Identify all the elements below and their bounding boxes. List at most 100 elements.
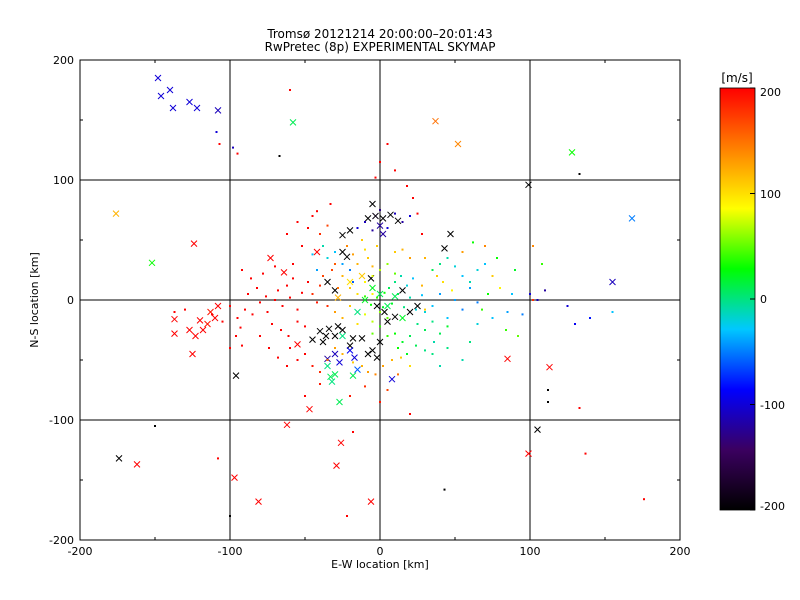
data-point-dot [589,317,591,319]
data-point-dot [259,335,261,337]
data-point-x-marker [364,215,372,222]
data-point-dot [244,308,246,311]
data-point-x-marker [399,314,406,322]
data-point-dot [394,272,396,275]
data-point-dot [371,320,374,323]
data-point-dot [326,224,329,227]
data-point-dot [409,365,411,367]
data-point-dot [311,253,314,256]
data-points [112,74,645,517]
data-point-dot [397,373,399,376]
data-point-x-marker [154,74,162,82]
data-point-x-marker [534,426,541,433]
x-tick-label: 100 [520,545,541,558]
data-point-x-marker [372,212,379,220]
data-point-dot [277,356,279,359]
data-point-x-marker [346,227,354,234]
data-point-dot [341,263,344,265]
data-point-dot [476,269,479,271]
data-point-dot [319,371,321,373]
data-point-dot [371,229,374,232]
data-point-dot [278,155,281,157]
data-point-dot [416,323,419,325]
data-point-dot [578,407,581,409]
data-point-dot [356,293,359,295]
data-point-x-marker [432,117,439,125]
data-point-x-marker [283,421,291,429]
data-point-dot [386,263,389,265]
data-point-dot [322,245,324,247]
data-point-dot [217,457,219,460]
data-point-x-marker [379,230,387,238]
data-point-dot [289,89,291,91]
data-point-x-marker [336,398,343,406]
data-point-dot [439,293,441,295]
data-point-x-marker [186,98,193,106]
data-point-dot [229,347,231,349]
data-point-x-marker [454,140,462,148]
data-point-dot [374,176,377,179]
data-point-dot [529,293,531,295]
data-point-dot [446,257,449,259]
data-point-dot [229,305,231,307]
data-point-dot [352,253,354,256]
data-point-dot [386,227,389,229]
data-point-x-marker [199,326,207,334]
data-point-dot [409,413,411,415]
data-point-dot [439,263,441,265]
data-point-dot [346,245,348,247]
data-point-dot [401,341,404,343]
data-point-x-marker [325,325,333,333]
data-point-x-marker [316,327,324,335]
data-point-x-marker [193,104,201,112]
data-point-x-marker [364,350,372,358]
data-point-dot [547,389,549,391]
data-point-dot [280,329,282,331]
data-point-x-marker [313,248,321,256]
data-point-dot [541,263,543,265]
data-point-dot [536,299,539,301]
data-point-dot [611,311,614,313]
data-point-x-marker [388,375,396,383]
data-point-x-marker [115,455,123,462]
data-point-dot [274,299,276,301]
data-point-dot [221,320,224,323]
data-point-dot [251,313,254,316]
data-point-dot [296,308,299,311]
data-point-dot [532,299,534,301]
data-point-dot [311,365,314,367]
data-point-dot [517,335,519,337]
data-point-dot [379,311,381,313]
data-point-dot [461,308,464,311]
data-point-x-marker [192,332,199,340]
data-point-x-marker [267,254,274,262]
data-point-x-marker [399,287,406,294]
colorbar-tick-label: 0 [760,293,767,306]
data-point-dot [311,293,314,295]
data-point-dot [521,313,524,316]
data-point-x-marker [319,338,327,346]
data-point-dot [265,295,267,298]
data-point-x-marker [441,245,448,252]
data-point-dot [406,185,408,187]
data-point-dot [296,320,299,323]
data-point-x-marker [504,355,511,363]
data-point-x-marker [628,215,636,222]
data-point-x-marker [328,378,336,385]
data-point-dot [439,332,441,335]
data-point-dot [289,296,291,299]
y-tick-label: 100 [53,174,74,187]
data-point-x-marker [339,248,346,256]
data-point-x-marker [367,498,375,505]
data-point-dot [547,401,549,403]
data-point-x-marker [327,373,334,381]
data-point-dot [341,317,344,319]
data-point-dot [578,173,581,175]
data-point-dot [374,373,377,376]
data-point-x-marker [186,326,193,334]
data-point-dot [287,335,290,337]
data-point-dot [262,272,264,275]
data-point-x-marker [339,326,346,334]
data-point-dot [506,311,509,313]
data-point-dot [274,265,276,268]
